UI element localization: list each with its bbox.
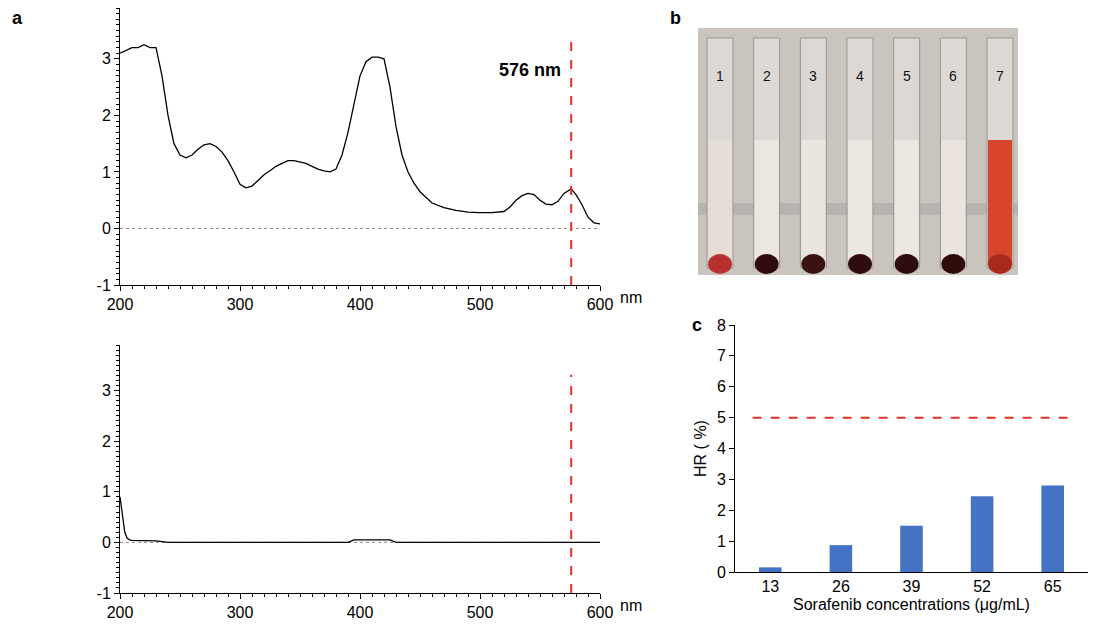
svg-text:200: 200 — [107, 296, 134, 313]
svg-text:26: 26 — [832, 578, 850, 595]
svg-text:300: 300 — [227, 296, 254, 313]
svg-text:3: 3 — [102, 50, 111, 67]
svg-text:500: 500 — [467, 296, 494, 313]
svg-text:52: 52 — [973, 578, 991, 595]
svg-text:13: 13 — [761, 578, 779, 595]
svg-text:65: 65 — [1044, 578, 1062, 595]
svg-text:6: 6 — [717, 378, 726, 395]
svg-text:2: 2 — [102, 107, 111, 124]
svg-text:400: 400 — [347, 296, 374, 313]
svg-text:600: 600 — [587, 604, 614, 621]
svg-text:39: 39 — [903, 578, 921, 595]
svg-text:0: 0 — [717, 564, 726, 581]
svg-text:1: 1 — [102, 164, 111, 181]
svg-text:a: a — [12, 8, 23, 28]
svg-text:4: 4 — [856, 68, 864, 84]
svg-text:7: 7 — [717, 347, 726, 364]
svg-text:b: b — [670, 8, 681, 28]
svg-text:3: 3 — [809, 68, 817, 84]
svg-text:300: 300 — [227, 604, 254, 621]
svg-text:1: 1 — [716, 68, 724, 84]
svg-text:nm: nm — [620, 597, 642, 614]
svg-text:1: 1 — [102, 483, 111, 500]
svg-text:Sorafenib concentrations (μg/m: Sorafenib concentrations (μg/mL) — [793, 596, 1030, 613]
svg-text:5: 5 — [717, 409, 726, 426]
svg-text:600: 600 — [587, 296, 614, 313]
svg-text:576 nm: 576 nm — [499, 60, 561, 80]
svg-text:500: 500 — [467, 604, 494, 621]
svg-text:-1: -1 — [97, 585, 111, 602]
svg-text:1: 1 — [717, 533, 726, 550]
svg-text:-1: -1 — [97, 277, 111, 294]
svg-text:6: 6 — [949, 68, 957, 84]
svg-text:2: 2 — [717, 502, 726, 519]
svg-text:3: 3 — [717, 471, 726, 488]
svg-text:5: 5 — [903, 68, 911, 84]
svg-text:HR ( %): HR ( %) — [692, 420, 709, 477]
svg-text:2: 2 — [102, 433, 111, 450]
svg-text:c: c — [692, 315, 702, 335]
svg-text:400: 400 — [347, 604, 374, 621]
svg-text:7: 7 — [996, 68, 1004, 84]
svg-text:nm: nm — [620, 289, 642, 306]
svg-text:3: 3 — [102, 382, 111, 399]
svg-text:0: 0 — [102, 220, 111, 237]
svg-text:4: 4 — [717, 440, 726, 457]
svg-text:0: 0 — [102, 534, 111, 551]
svg-text:8: 8 — [717, 317, 726, 334]
svg-text:200: 200 — [107, 604, 134, 621]
svg-text:2: 2 — [763, 68, 771, 84]
